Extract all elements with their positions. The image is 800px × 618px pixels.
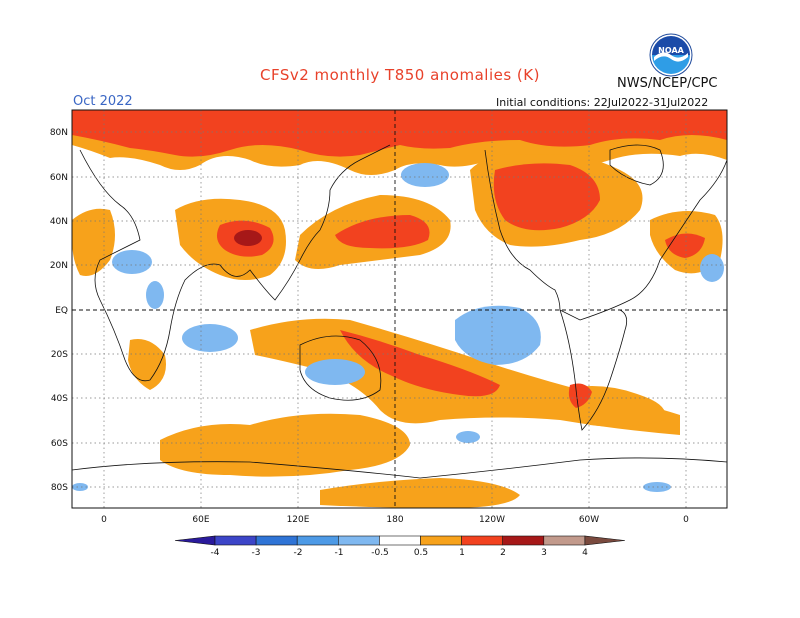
australia-warm-anomaly — [128, 339, 166, 390]
initial-conditions: Initial conditions: 22Jul2022-31Jul2022 — [496, 96, 709, 109]
lat-label: 20N — [50, 261, 68, 271]
colorbar-segment — [337, 535, 380, 546]
antarctic-warm-anomaly — [320, 478, 520, 508]
agency-label: NWS/NCEP/CPC — [617, 76, 718, 91]
lon-label: 60W — [579, 515, 599, 525]
coastline-north-america — [484, 149, 727, 321]
lon-label: 180 — [386, 515, 403, 525]
lat-label: 80S — [51, 483, 68, 493]
colorbar-labels: -4 -3 -2 -1 -0.5 0.5 1 2 3 4 — [211, 548, 589, 558]
coastline-south-america — [559, 309, 628, 431]
colorbar-label: -3 — [252, 548, 261, 558]
colorbar-segment — [255, 535, 298, 546]
colorbar-label: -1 — [335, 548, 344, 558]
coastline-eurasia-africa — [79, 144, 391, 382]
lat-label: 20S — [51, 350, 68, 360]
colorbar-label: 3 — [541, 548, 547, 558]
map-title: CFSv2 monthly T850 anomalies (K) — [260, 66, 540, 84]
lon-label: 120E — [287, 515, 310, 525]
svg-text:NOAA: NOAA — [658, 46, 684, 55]
colorbar-extend-low — [174, 535, 216, 546]
coastline-antarctica — [72, 457, 727, 479]
colorbar-segment — [502, 535, 545, 546]
africa-cool-anomaly — [112, 250, 152, 274]
lon-label: 0 — [101, 515, 107, 525]
north-america-strong-anomaly — [493, 163, 600, 231]
lon-label: 120W — [479, 515, 505, 525]
north-pacific-strong-anomaly — [335, 215, 430, 249]
colorbar-label: -0.5 — [371, 548, 389, 558]
lat-label: 40S — [51, 394, 68, 404]
colorbar-segment — [379, 535, 421, 546]
lat-label: 60N — [50, 173, 68, 183]
plot-frame — [71, 109, 728, 509]
arabia-cool-anomaly — [146, 281, 164, 309]
lat-label: EQ — [55, 306, 68, 316]
lon-label: 0 — [683, 515, 689, 525]
colorbar-extend-high — [584, 535, 625, 546]
lat-label: 80N — [50, 128, 68, 138]
atlantic-east-strong-anomaly — [665, 233, 705, 258]
coastline-greenland — [609, 144, 664, 186]
colorbar-label: -2 — [294, 548, 303, 558]
north-pacific-cool-anomaly — [401, 163, 449, 187]
colorbar-segment — [296, 535, 339, 546]
anomaly-field — [72, 110, 727, 508]
lat-lon-grid — [72, 110, 727, 508]
tibet-core-anomaly — [234, 230, 262, 246]
atlantic-cool-anomaly — [700, 254, 724, 282]
antarctic-west-cool-anomaly — [72, 483, 88, 491]
southern-ocean-warm-anomaly — [160, 413, 410, 477]
colorbar-label: -4 — [211, 548, 220, 558]
coastline-australia — [299, 335, 382, 401]
southern-ocean-cool-anomaly — [456, 431, 480, 443]
colorbar-label: 2 — [500, 548, 506, 558]
arctic-strong-anomaly — [72, 110, 727, 157]
lat-label: 60S — [51, 439, 68, 449]
forecast-month: Oct 2022 — [73, 94, 133, 109]
noaa-logo: NOAA — [649, 33, 693, 77]
south-indian-cool-anomaly — [182, 324, 238, 352]
tropical-pacific-cool-anomaly — [455, 305, 541, 365]
lon-label: 60E — [192, 515, 209, 525]
colorbar-segment — [420, 535, 462, 546]
lat-axis: 80N 60N 40N 20N EQ 20S 40S 60S 80S — [50, 128, 68, 493]
colorbar-segment — [461, 535, 504, 546]
colorbar-label: 1 — [459, 548, 465, 558]
lon-axis: 0 60E 120E 180 120W 60W 0 — [101, 515, 689, 525]
australia-cool-anomaly — [305, 359, 365, 385]
colorbar-label: 4 — [582, 548, 588, 558]
south-america-strong-anomaly — [568, 383, 592, 408]
south-pacific-strong-anomaly — [340, 330, 500, 397]
colorbar-label: 0.5 — [414, 548, 428, 558]
colorbar — [174, 535, 625, 546]
reference-lines — [72, 110, 727, 508]
lat-label: 40N — [50, 217, 68, 227]
colorbar-segment — [214, 535, 257, 546]
colorbar-segment — [543, 535, 586, 546]
continent-outlines — [72, 144, 727, 479]
